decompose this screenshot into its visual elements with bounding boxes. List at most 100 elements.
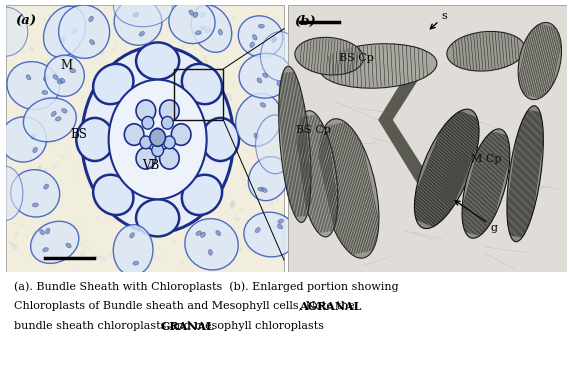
- Ellipse shape: [88, 183, 92, 186]
- Ellipse shape: [233, 203, 236, 208]
- Ellipse shape: [11, 74, 14, 79]
- Ellipse shape: [189, 258, 194, 261]
- Ellipse shape: [191, 39, 195, 45]
- Ellipse shape: [194, 12, 198, 18]
- Ellipse shape: [213, 193, 217, 196]
- Ellipse shape: [82, 46, 234, 232]
- Ellipse shape: [64, 120, 66, 121]
- Ellipse shape: [155, 258, 158, 260]
- Ellipse shape: [90, 148, 95, 152]
- Ellipse shape: [108, 193, 112, 196]
- Ellipse shape: [166, 193, 171, 198]
- Ellipse shape: [230, 250, 231, 251]
- Ellipse shape: [200, 12, 206, 17]
- Ellipse shape: [278, 66, 311, 223]
- Ellipse shape: [93, 64, 134, 104]
- Ellipse shape: [142, 117, 154, 129]
- Ellipse shape: [199, 208, 202, 210]
- Ellipse shape: [136, 199, 179, 237]
- Ellipse shape: [90, 39, 95, 45]
- Ellipse shape: [276, 86, 281, 93]
- Ellipse shape: [216, 230, 221, 236]
- Ellipse shape: [54, 84, 60, 88]
- Ellipse shape: [146, 56, 149, 60]
- Ellipse shape: [57, 123, 58, 124]
- Ellipse shape: [136, 100, 156, 121]
- Ellipse shape: [141, 21, 143, 23]
- Ellipse shape: [244, 182, 247, 185]
- Ellipse shape: [122, 36, 125, 39]
- Ellipse shape: [23, 258, 25, 261]
- Ellipse shape: [42, 91, 48, 94]
- Ellipse shape: [30, 221, 79, 264]
- Ellipse shape: [233, 217, 240, 221]
- Ellipse shape: [55, 91, 57, 94]
- Ellipse shape: [211, 36, 215, 41]
- Ellipse shape: [68, 82, 72, 86]
- Ellipse shape: [195, 243, 199, 246]
- Ellipse shape: [178, 217, 183, 223]
- Ellipse shape: [43, 248, 48, 252]
- Ellipse shape: [246, 91, 251, 97]
- Ellipse shape: [91, 255, 92, 256]
- Ellipse shape: [136, 147, 156, 169]
- Text: s: s: [430, 11, 448, 29]
- Ellipse shape: [218, 29, 222, 35]
- Ellipse shape: [203, 55, 207, 61]
- Ellipse shape: [92, 183, 97, 190]
- Ellipse shape: [53, 177, 54, 179]
- Ellipse shape: [129, 150, 135, 153]
- Ellipse shape: [297, 111, 338, 237]
- Ellipse shape: [27, 34, 30, 36]
- Ellipse shape: [119, 181, 123, 185]
- Ellipse shape: [241, 107, 246, 114]
- Ellipse shape: [250, 131, 251, 133]
- Ellipse shape: [414, 109, 479, 229]
- Ellipse shape: [194, 87, 196, 88]
- Ellipse shape: [116, 138, 119, 140]
- Ellipse shape: [83, 239, 89, 243]
- Ellipse shape: [260, 55, 264, 62]
- Ellipse shape: [135, 195, 139, 197]
- Ellipse shape: [256, 115, 295, 174]
- Ellipse shape: [49, 236, 54, 240]
- Ellipse shape: [149, 167, 155, 171]
- Ellipse shape: [178, 260, 184, 265]
- Ellipse shape: [159, 194, 164, 198]
- Ellipse shape: [188, 80, 195, 85]
- Ellipse shape: [75, 216, 81, 222]
- Ellipse shape: [273, 80, 277, 85]
- Ellipse shape: [55, 30, 58, 34]
- Ellipse shape: [162, 221, 168, 226]
- Ellipse shape: [182, 46, 184, 49]
- Ellipse shape: [63, 29, 69, 33]
- Ellipse shape: [182, 57, 187, 63]
- Ellipse shape: [57, 153, 61, 158]
- Ellipse shape: [85, 59, 87, 60]
- Ellipse shape: [41, 258, 45, 260]
- Ellipse shape: [197, 150, 201, 156]
- Ellipse shape: [134, 81, 138, 86]
- Ellipse shape: [60, 156, 65, 159]
- Ellipse shape: [146, 88, 149, 92]
- Ellipse shape: [114, 185, 121, 190]
- Ellipse shape: [168, 189, 171, 191]
- Ellipse shape: [250, 42, 254, 47]
- Ellipse shape: [179, 127, 180, 128]
- Ellipse shape: [146, 147, 149, 149]
- Ellipse shape: [177, 87, 181, 92]
- Ellipse shape: [139, 156, 143, 161]
- Ellipse shape: [261, 32, 300, 81]
- Ellipse shape: [45, 225, 47, 228]
- Ellipse shape: [201, 232, 205, 237]
- Ellipse shape: [77, 177, 79, 180]
- Ellipse shape: [47, 103, 50, 106]
- Ellipse shape: [319, 44, 437, 88]
- Ellipse shape: [237, 130, 243, 134]
- Ellipse shape: [147, 246, 151, 252]
- Ellipse shape: [217, 193, 224, 197]
- Ellipse shape: [262, 188, 267, 193]
- Ellipse shape: [152, 144, 163, 156]
- Ellipse shape: [131, 261, 135, 265]
- Ellipse shape: [51, 111, 56, 116]
